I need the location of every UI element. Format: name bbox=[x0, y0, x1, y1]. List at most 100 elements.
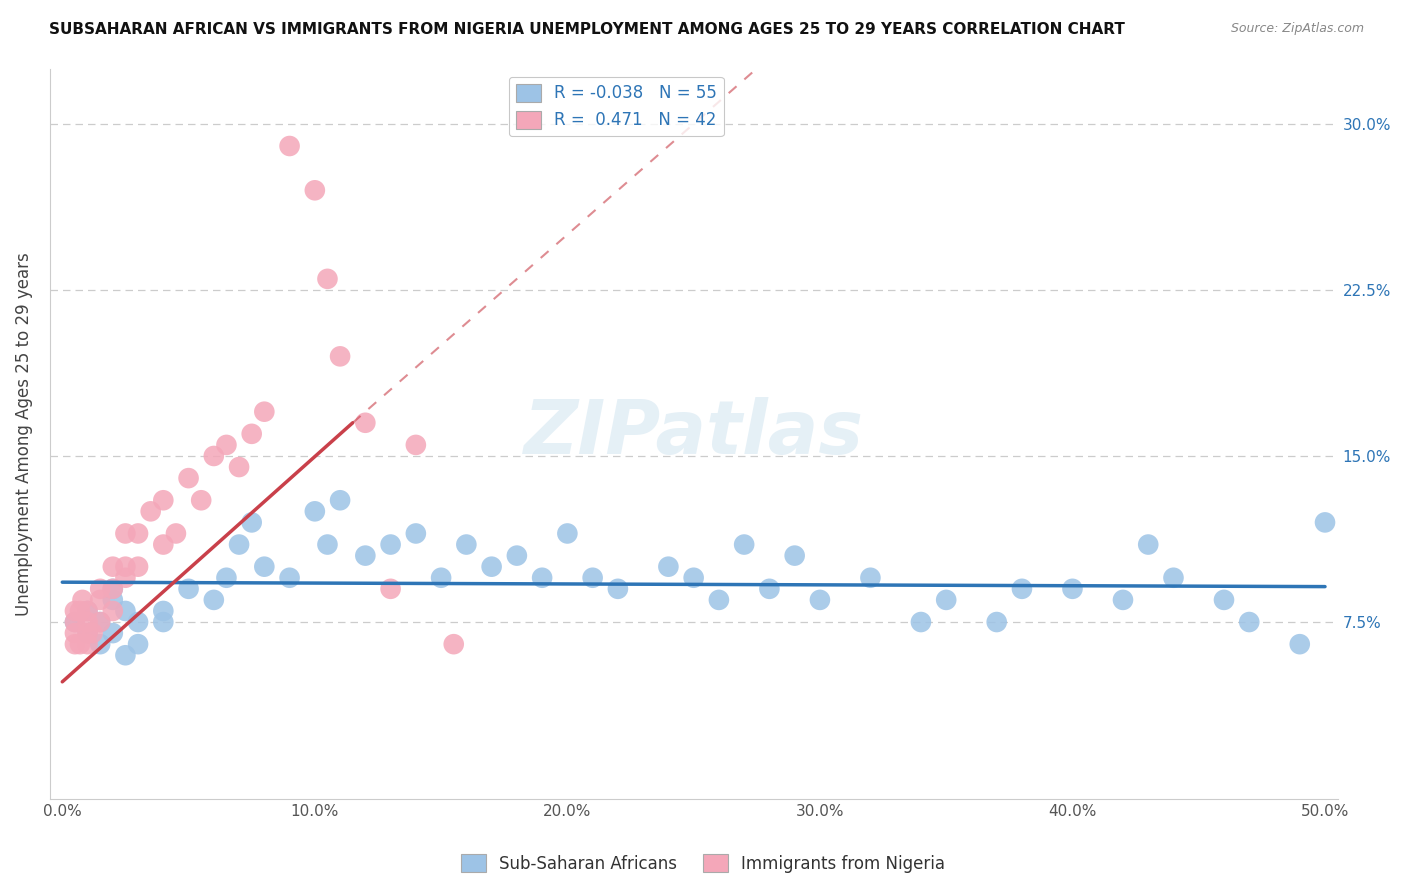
Point bbox=[152, 615, 174, 629]
Point bbox=[101, 582, 124, 596]
Point bbox=[910, 615, 932, 629]
Point bbox=[733, 537, 755, 551]
Point bbox=[354, 416, 377, 430]
Point bbox=[1137, 537, 1160, 551]
Point bbox=[1112, 593, 1135, 607]
Point bbox=[101, 582, 124, 596]
Y-axis label: Unemployment Among Ages 25 to 29 years: Unemployment Among Ages 25 to 29 years bbox=[15, 252, 32, 615]
Point bbox=[69, 604, 91, 618]
Point bbox=[114, 648, 136, 663]
Point bbox=[316, 272, 339, 286]
Point bbox=[114, 604, 136, 618]
Point bbox=[165, 526, 187, 541]
Text: SUBSAHARAN AFRICAN VS IMMIGRANTS FROM NIGERIA UNEMPLOYMENT AMONG AGES 25 TO 29 Y: SUBSAHARAN AFRICAN VS IMMIGRANTS FROM NI… bbox=[49, 22, 1125, 37]
Point bbox=[443, 637, 465, 651]
Point bbox=[215, 438, 238, 452]
Point bbox=[506, 549, 529, 563]
Point bbox=[606, 582, 628, 596]
Point bbox=[89, 637, 111, 651]
Point bbox=[72, 593, 94, 607]
Point bbox=[380, 537, 402, 551]
Point bbox=[354, 549, 377, 563]
Point bbox=[316, 537, 339, 551]
Legend: Sub-Saharan Africans, Immigrants from Nigeria: Sub-Saharan Africans, Immigrants from Ni… bbox=[454, 847, 952, 880]
Point bbox=[304, 183, 326, 197]
Point bbox=[329, 493, 352, 508]
Point bbox=[89, 615, 111, 629]
Point bbox=[177, 582, 200, 596]
Point bbox=[101, 593, 124, 607]
Point bbox=[557, 526, 579, 541]
Point bbox=[682, 571, 704, 585]
Point bbox=[1239, 615, 1261, 629]
Point bbox=[481, 559, 503, 574]
Point bbox=[202, 593, 225, 607]
Point bbox=[707, 593, 730, 607]
Point bbox=[101, 626, 124, 640]
Point bbox=[253, 559, 276, 574]
Point bbox=[127, 559, 149, 574]
Point bbox=[101, 559, 124, 574]
Point bbox=[329, 349, 352, 363]
Point bbox=[228, 460, 250, 475]
Point bbox=[808, 593, 831, 607]
Point bbox=[82, 626, 104, 640]
Point bbox=[76, 637, 98, 651]
Point bbox=[63, 615, 86, 629]
Point bbox=[240, 426, 263, 441]
Point bbox=[1288, 637, 1310, 651]
Point bbox=[1213, 593, 1236, 607]
Point bbox=[859, 571, 882, 585]
Point bbox=[278, 139, 301, 153]
Point bbox=[63, 626, 86, 640]
Point bbox=[114, 526, 136, 541]
Point bbox=[1163, 571, 1185, 585]
Point bbox=[758, 582, 780, 596]
Text: ZIPatlas: ZIPatlas bbox=[523, 397, 863, 470]
Point bbox=[986, 615, 1008, 629]
Point bbox=[582, 571, 605, 585]
Point bbox=[228, 537, 250, 551]
Point bbox=[63, 604, 86, 618]
Point bbox=[202, 449, 225, 463]
Point bbox=[1313, 516, 1336, 530]
Point bbox=[531, 571, 554, 585]
Point bbox=[405, 526, 427, 541]
Point bbox=[278, 571, 301, 585]
Point bbox=[152, 537, 174, 551]
Point bbox=[935, 593, 957, 607]
Point bbox=[240, 516, 263, 530]
Point bbox=[177, 471, 200, 485]
Point bbox=[1062, 582, 1084, 596]
Point bbox=[127, 637, 149, 651]
Point bbox=[152, 604, 174, 618]
Point bbox=[152, 493, 174, 508]
Point bbox=[89, 615, 111, 629]
Point bbox=[101, 604, 124, 618]
Point bbox=[304, 504, 326, 518]
Point bbox=[190, 493, 212, 508]
Point bbox=[69, 637, 91, 651]
Legend: R = -0.038   N = 55, R =  0.471   N = 42: R = -0.038 N = 55, R = 0.471 N = 42 bbox=[509, 77, 724, 136]
Point bbox=[215, 571, 238, 585]
Point bbox=[76, 604, 98, 618]
Point bbox=[430, 571, 453, 585]
Point bbox=[76, 604, 98, 618]
Point bbox=[139, 504, 162, 518]
Point bbox=[783, 549, 806, 563]
Point bbox=[63, 615, 86, 629]
Point bbox=[1011, 582, 1033, 596]
Point bbox=[76, 615, 98, 629]
Point bbox=[76, 626, 98, 640]
Point bbox=[114, 559, 136, 574]
Point bbox=[127, 615, 149, 629]
Point bbox=[89, 593, 111, 607]
Point bbox=[127, 526, 149, 541]
Point bbox=[456, 537, 478, 551]
Point bbox=[253, 405, 276, 419]
Point bbox=[76, 626, 98, 640]
Point bbox=[657, 559, 679, 574]
Point bbox=[380, 582, 402, 596]
Point bbox=[89, 582, 111, 596]
Point bbox=[405, 438, 427, 452]
